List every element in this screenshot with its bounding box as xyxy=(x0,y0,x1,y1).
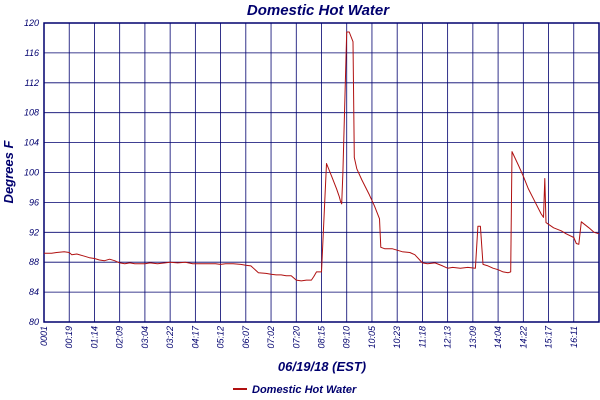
y-tick-label: 84 xyxy=(29,287,39,297)
y-tick-label: 88 xyxy=(29,257,39,267)
x-tick-label: 09:10 xyxy=(342,326,352,349)
y-tick-label: 108 xyxy=(24,108,39,118)
x-tick-label: 05:12 xyxy=(216,326,226,349)
y-tick-label: 112 xyxy=(25,78,39,88)
chart-title: Domestic Hot Water xyxy=(247,2,390,19)
x-tick-label: 00:19 xyxy=(64,326,74,349)
y-tick-label: 100 xyxy=(24,168,39,178)
x-tick-label: 06:07 xyxy=(241,325,251,349)
x-tick-label: 01:14 xyxy=(89,326,99,349)
y-axis-ticks: 80 84 88 92 96 100 104 108 112 116 120 xyxy=(24,18,39,327)
x-tick-label: 16:11 xyxy=(569,326,579,348)
x-tick-label: 12:13 xyxy=(443,326,453,349)
y-tick-label: 104 xyxy=(24,138,39,148)
x-tick-label: 03:22 xyxy=(165,326,175,349)
x-tick-label: 14:04 xyxy=(493,326,503,349)
x-tick-label: 15:17 xyxy=(544,325,554,349)
grid xyxy=(43,22,599,323)
legend: Domestic Hot Water xyxy=(233,384,357,396)
x-tick-label: 07:20 xyxy=(291,326,301,349)
y-axis-label: Degrees F xyxy=(1,140,16,204)
y-tick-label: 116 xyxy=(25,48,39,58)
x-tick-label: 10:05 xyxy=(367,325,377,349)
y-tick-label: 92 xyxy=(29,227,39,237)
y-tick-label: 80 xyxy=(29,317,39,327)
x-tick-label: 03:04 xyxy=(140,326,150,349)
x-axis-label: 06/19/18 (EST) xyxy=(278,359,366,374)
series-layer xyxy=(44,31,600,282)
y-tick-label: 120 xyxy=(24,18,39,28)
x-tick-label: 10:23 xyxy=(392,326,402,349)
x-tick-label: 14:22 xyxy=(518,326,528,349)
x-tick-label: 04:17 xyxy=(190,325,200,349)
x-tick-label: 0001 xyxy=(39,326,49,346)
x-tick-label: 11:18 xyxy=(417,326,427,348)
x-tick-label: 07:02 xyxy=(266,326,276,349)
x-tick-label: 13:09 xyxy=(468,326,478,349)
y-tick-label: 96 xyxy=(29,197,39,207)
x-tick-label: 02:09 xyxy=(115,326,125,349)
x-axis-ticks: 0001 00:19 01:14 02:09 03:04 03:22 04:17 05:12 0… xyxy=(39,325,579,349)
series-line-domestic-hot-water xyxy=(44,31,600,282)
legend-label: Domestic Hot Water xyxy=(252,384,357,396)
x-tick-label: 08:15 xyxy=(317,325,327,349)
